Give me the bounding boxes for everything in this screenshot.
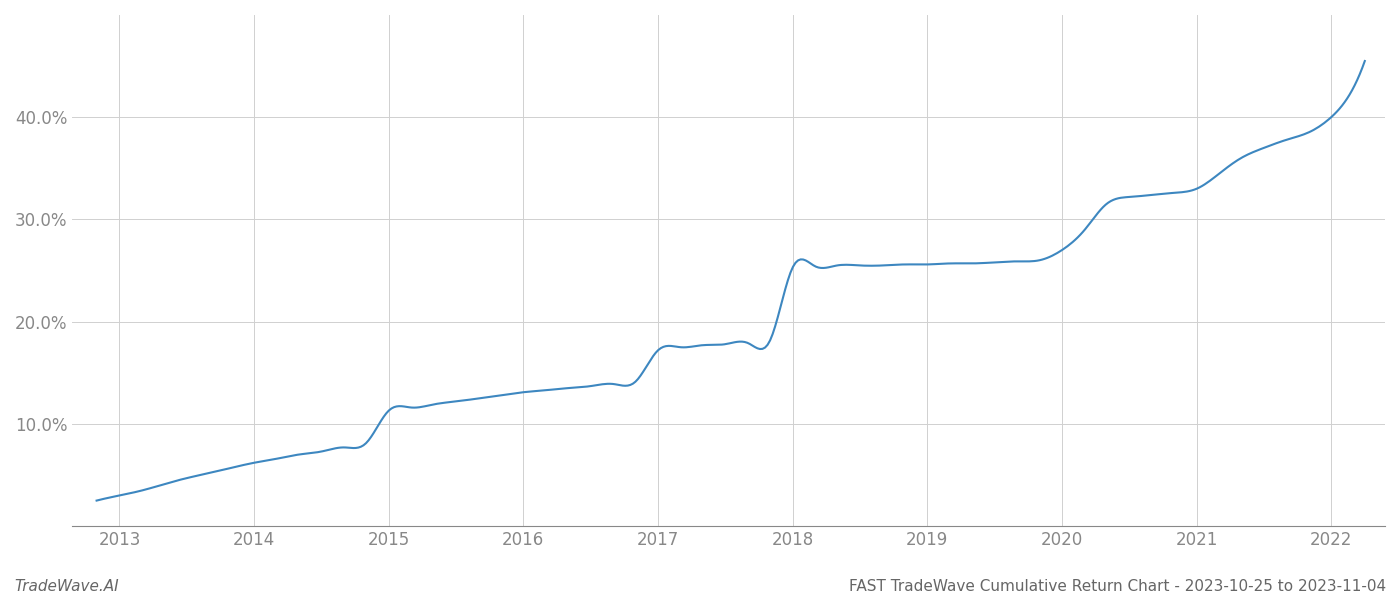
Text: TradeWave.AI: TradeWave.AI [14, 579, 119, 594]
Text: FAST TradeWave Cumulative Return Chart - 2023-10-25 to 2023-11-04: FAST TradeWave Cumulative Return Chart -… [848, 579, 1386, 594]
